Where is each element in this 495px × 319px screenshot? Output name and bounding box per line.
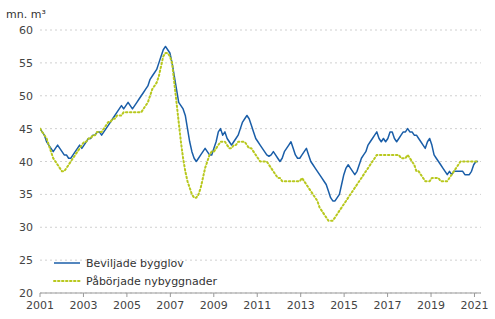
- y-tick-label: 30: [19, 221, 33, 234]
- axes: 2025303540455055602001200320052007200920…: [19, 24, 488, 312]
- y-axis-label: mn. m³: [6, 8, 46, 21]
- x-tick-label: 2011: [243, 299, 271, 312]
- series-line: [40, 53, 478, 221]
- x-tick-label: 2019: [417, 299, 445, 312]
- x-tick-label: 2017: [374, 299, 402, 312]
- x-tick: [387, 293, 388, 297]
- legend-swatch: [54, 280, 80, 282]
- chart-svg: 2025303540455055602001200320052007200920…: [0, 0, 495, 319]
- y-tick-label: 60: [19, 24, 33, 37]
- x-tick-label: 2015: [330, 299, 358, 312]
- x-tick: [300, 293, 301, 297]
- y-grid-line: [40, 227, 481, 228]
- x-tick: [213, 293, 214, 297]
- x-tick-label: 2021: [460, 299, 488, 312]
- x-tick: [126, 293, 127, 297]
- y-grid-line: [40, 62, 481, 63]
- chart-container: 2025303540455055602001200320052007200920…: [0, 0, 495, 319]
- y-grid-line: [40, 95, 481, 96]
- y-tick-label: 50: [19, 90, 33, 103]
- y-grid-line: [40, 293, 481, 294]
- x-tick: [83, 293, 84, 297]
- grid: [40, 30, 481, 293]
- y-tick-label: 55: [19, 57, 33, 70]
- x-tick: [170, 293, 171, 297]
- x-tick-label: 2003: [69, 299, 97, 312]
- y-tick-label: 40: [19, 156, 33, 169]
- x-tick: [344, 293, 345, 297]
- x-tick: [40, 293, 41, 297]
- y-tick-label: 35: [19, 188, 33, 201]
- legend-label: Påbörjade nybyggnader: [86, 275, 218, 288]
- x-tick: [431, 293, 432, 297]
- legend-label: Beviljade bygglov: [86, 257, 184, 270]
- legend-swatch: [54, 262, 80, 264]
- x-tick: [257, 293, 258, 297]
- y-tick-label: 25: [19, 254, 33, 267]
- y-tick-label: 45: [19, 123, 33, 136]
- y-grid-line: [40, 30, 481, 31]
- data-lines: [40, 46, 478, 220]
- x-axis-line: [40, 293, 481, 294]
- x-tick-label: 2007: [156, 299, 184, 312]
- x-tick-label: 2005: [113, 299, 141, 312]
- series-line: [40, 46, 478, 201]
- x-tick-label: 2001: [26, 299, 54, 312]
- x-tick-label: 2013: [287, 299, 315, 312]
- legend: Beviljade bygglov Påbörjade nybyggnader: [54, 257, 218, 288]
- x-tick-label: 2009: [200, 299, 228, 312]
- y-grid-line: [40, 194, 481, 195]
- x-tick: [474, 293, 475, 297]
